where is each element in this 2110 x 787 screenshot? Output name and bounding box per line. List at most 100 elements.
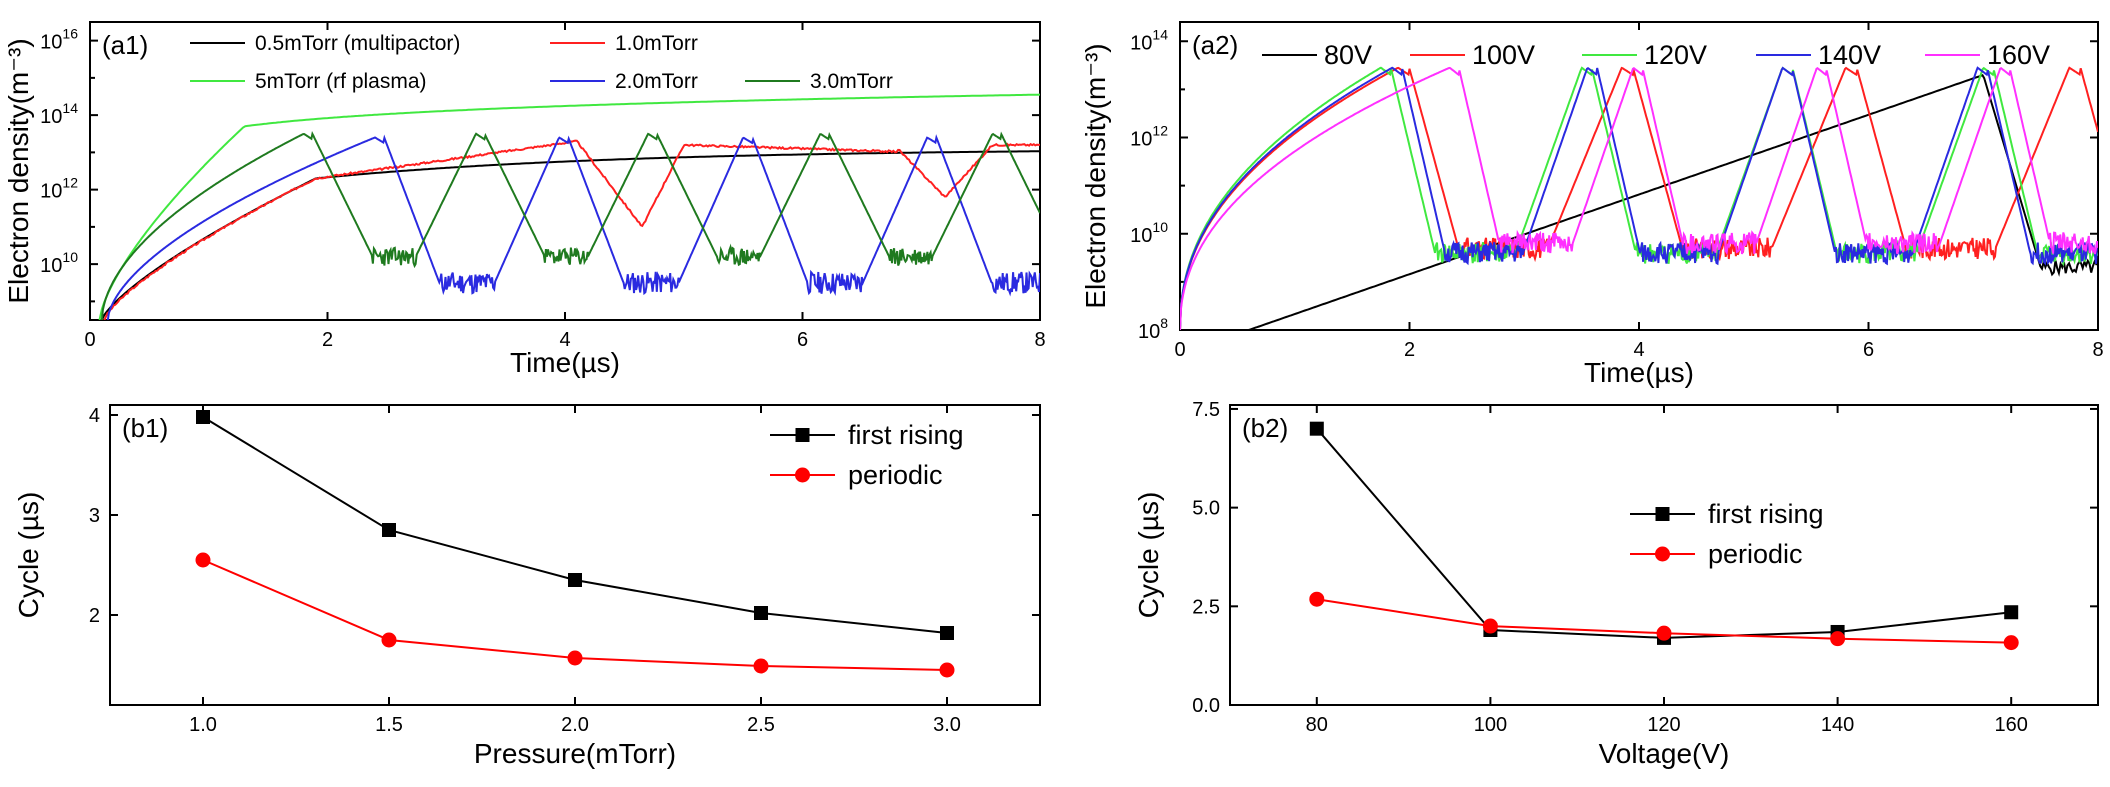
legend-label: periodic bbox=[848, 460, 943, 490]
x-tick-label: 2.0 bbox=[561, 714, 589, 736]
data-point-square bbox=[2004, 605, 2019, 620]
legend-marker bbox=[1655, 546, 1670, 562]
y-tick-base: 10 bbox=[1130, 129, 1152, 151]
panel-label: (b2) bbox=[1242, 413, 1288, 443]
y-tick-label: 1012 bbox=[1130, 123, 1168, 151]
legend-marker bbox=[1655, 507, 1670, 521]
y-tick-label: 1012 bbox=[40, 175, 78, 203]
x-tick-label: 2.5 bbox=[747, 714, 775, 736]
y-tick-label: 108 bbox=[1138, 315, 1168, 343]
x-tick-label: 100 bbox=[1474, 714, 1507, 736]
data-point-circle bbox=[195, 552, 211, 568]
x-tick-label: 80 bbox=[1306, 714, 1328, 736]
data-point-square bbox=[1309, 421, 1324, 436]
panel-b2: 80 100 120 140 160 0.0 2.5 5.0 7.5 Voltage(V) Cycl… bbox=[1133, 399, 2099, 769]
plot-frame bbox=[1179, 21, 2099, 331]
y-tick-exponent: 16 bbox=[62, 26, 78, 42]
x-tick-label: 0 bbox=[84, 329, 95, 351]
x-tick-label: 140 bbox=[1821, 714, 1854, 736]
legend-label: 100V bbox=[1472, 40, 1535, 70]
y-tick-base: 10 bbox=[40, 32, 62, 54]
panel-label: (a1) bbox=[102, 30, 148, 60]
legend-label: 2.0mTorr bbox=[615, 70, 698, 93]
panel-label: (b1) bbox=[122, 413, 168, 443]
series-line-80v bbox=[1248, 73, 2098, 330]
legend-label: 5mTorr (rf plasma) bbox=[255, 70, 427, 93]
x-tick-label: 2 bbox=[1404, 339, 1415, 361]
legend-marker bbox=[795, 467, 810, 483]
legend-label: 140V bbox=[1818, 40, 1881, 70]
y-tick-label: 0.0 bbox=[1192, 695, 1220, 717]
y-tick-label: 1010 bbox=[1130, 219, 1168, 247]
y-tick-label: 2.5 bbox=[1192, 596, 1220, 618]
y-tick-exponent: 12 bbox=[62, 175, 78, 191]
x-tick-label: 1.0 bbox=[189, 714, 217, 736]
series-line-first-rising bbox=[1316, 428, 2012, 639]
y-tick-base: 10 bbox=[1130, 225, 1152, 247]
y-tick-exponent: 10 bbox=[1152, 219, 1168, 235]
x-tick-label: 1.5 bbox=[375, 714, 403, 736]
x-tick-label: 3.0 bbox=[933, 714, 961, 736]
x-axis-label: Time(µs) bbox=[510, 347, 620, 378]
legend-label: first rising bbox=[1708, 499, 1824, 529]
y-tick-exponent: 12 bbox=[1152, 123, 1168, 139]
y-tick-exponent: 10 bbox=[62, 249, 78, 265]
data-point-square bbox=[382, 523, 396, 537]
y-tick-label: 1014 bbox=[40, 100, 78, 128]
x-tick-label: 8 bbox=[1034, 329, 1045, 351]
legend-marker bbox=[795, 428, 810, 442]
data-point-circle bbox=[2003, 635, 2019, 651]
legend-label: 160V bbox=[1987, 40, 2050, 70]
y-tick-exponent: 14 bbox=[1152, 26, 1168, 42]
series-line-160v bbox=[1180, 66, 2098, 330]
y-tick-base: 10 bbox=[1138, 321, 1160, 343]
y-tick-base: 10 bbox=[40, 255, 62, 277]
y-tick-base: 10 bbox=[40, 181, 62, 203]
x-tick-label: 0 bbox=[1174, 339, 1185, 361]
y-tick-label: 1016 bbox=[40, 26, 78, 54]
legend-label: first rising bbox=[848, 420, 964, 450]
y-axis-label: Cycle (µs) bbox=[13, 492, 44, 619]
plot-frame bbox=[89, 21, 1041, 321]
data-point-square bbox=[568, 573, 582, 587]
y-tick-label: 7.5 bbox=[1192, 399, 1220, 421]
data-point-circle bbox=[1309, 591, 1325, 607]
data-point-circle bbox=[939, 662, 955, 678]
data-point-circle bbox=[753, 658, 769, 674]
data-point-square bbox=[196, 410, 210, 424]
y-tick-label: 1014 bbox=[1130, 26, 1168, 54]
series-line-120v bbox=[1180, 66, 2098, 330]
legend-label: periodic bbox=[1708, 539, 1803, 569]
y-tick-label: 3 bbox=[89, 505, 100, 527]
y-axis-label: Cycle (µs) bbox=[1133, 492, 1164, 619]
y-tick-exponent: 14 bbox=[62, 100, 78, 116]
series-line-1-0mtorr bbox=[103, 139, 1040, 320]
x-tick-label: 6 bbox=[797, 329, 808, 351]
series-line-5mtorr-rf-plasma- bbox=[98, 93, 1040, 320]
data-point-square bbox=[940, 626, 954, 640]
series-line-2-0mtorr bbox=[106, 134, 1040, 320]
x-tick-label: 8 bbox=[2092, 339, 2103, 361]
data-point-circle bbox=[1656, 625, 1672, 641]
x-axis-label: Time(µs) bbox=[1584, 357, 1694, 388]
y-axis-label: Electron density(m⁻³) bbox=[3, 38, 34, 303]
y-tick-base: 10 bbox=[1130, 32, 1152, 54]
legend-label: 120V bbox=[1644, 40, 1707, 70]
panel-b1: 1.0 1.5 2.0 2.5 3.0 2 3 4 Pressure(mTorr) Cycle (… bbox=[13, 404, 1041, 769]
series-line-100v bbox=[1180, 66, 2098, 330]
data-point-circle bbox=[1830, 631, 1846, 647]
legend-label: 80V bbox=[1324, 40, 1372, 70]
data-point-square bbox=[754, 606, 768, 620]
y-tick-label: 4 bbox=[89, 405, 100, 427]
y-axis-label: Electron density(m⁻³) bbox=[1080, 43, 1111, 308]
y-tick-exponent: 8 bbox=[1160, 315, 1168, 331]
panel-label: (a2) bbox=[1192, 30, 1238, 60]
legend-label: 3.0mTorr bbox=[810, 70, 893, 93]
x-tick-label: 6 bbox=[1863, 339, 1874, 361]
y-tick-label: 1010 bbox=[40, 249, 78, 277]
x-axis-label: Pressure(mTorr) bbox=[474, 738, 676, 769]
x-tick-label: 4 bbox=[1633, 339, 1644, 361]
